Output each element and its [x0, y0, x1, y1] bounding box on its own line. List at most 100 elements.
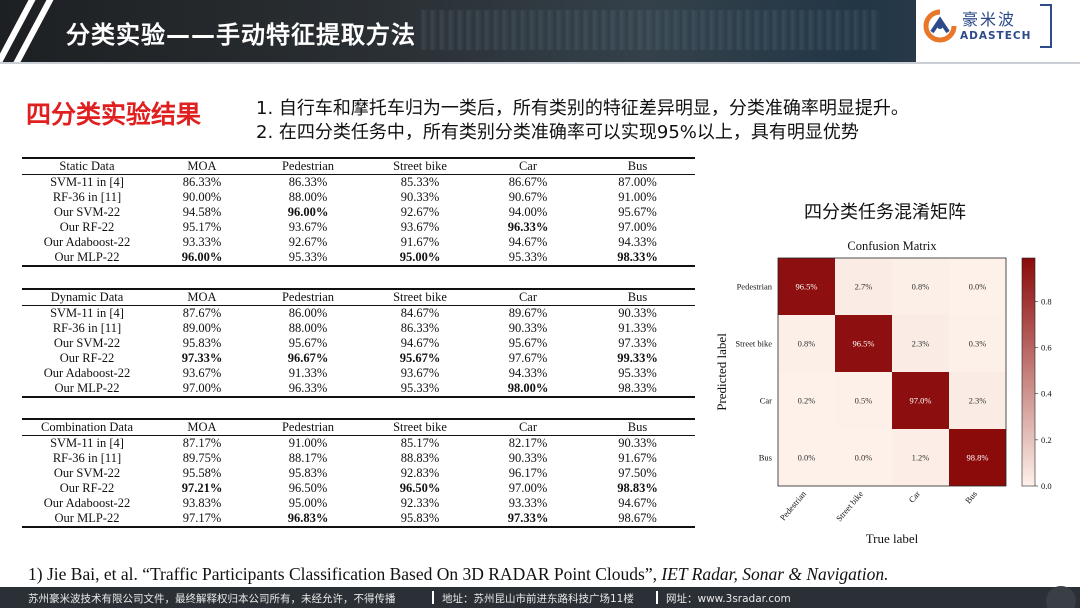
x-tick-label: Street bike — [834, 489, 865, 524]
column-header: Bus — [627, 159, 648, 173]
accuracy-cell: 82.17% — [508, 436, 548, 450]
method-cell: Our SVM-22 — [53, 466, 121, 480]
x-axis-label: True label — [866, 531, 919, 546]
reference-journal: IET Radar, Sonar & Navigation. — [661, 564, 889, 584]
header-decoration — [420, 10, 880, 50]
accuracy-cell: 96.50% — [288, 481, 328, 495]
method-cell: SVM-11 in [4] — [50, 306, 124, 320]
accuracy-cell: 91.33% — [288, 366, 328, 380]
logo — [916, 0, 1080, 62]
static-data-table: Static Data MOA Pedestrian Street bike Car Bu… — [22, 157, 695, 267]
footer-copyright: 苏州豪米波技术有限公司文件，最终解释权归本公司所有，未经允许，不得传播 — [28, 593, 396, 605]
matrix-cell-label: 2.7% — [855, 282, 873, 292]
accuracy-cell: 87.00% — [618, 175, 657, 189]
accuracy-cell: 88.00% — [288, 190, 328, 204]
y-tick-label: Pedestrian — [737, 282, 773, 292]
table-row: SVM-11 in [4] 87.67% 86.00% 84.67% 89.67% 90.… — [22, 306, 695, 322]
matrix-cell-label: 1.2% — [912, 453, 930, 463]
matrix-frame — [777, 257, 1007, 487]
accuracy-cell: 91.00% — [618, 190, 657, 204]
accuracy-cell: 98.67% — [618, 511, 657, 525]
accuracy-cell: 97.33% — [618, 336, 657, 350]
accuracy-cell: 94.67% — [508, 235, 548, 249]
accuracy-cell: 96.00% — [181, 250, 223, 264]
method-cell: Our MLP-22 — [54, 250, 120, 264]
accuracy-cell: 86.00% — [288, 306, 328, 320]
method-cell: Our SVM-22 — [53, 205, 121, 219]
method-cell: Our MLP-22 — [54, 381, 120, 395]
table-row: SVM-11 in [4] 86.33% 86.33% 85.33% 86.67% 87.… — [22, 175, 695, 191]
column-header: Pedestrian — [281, 159, 335, 173]
accuracy-cell: 97.50% — [618, 466, 657, 480]
table-row: Our RF-22 95.17% 93.67% 93.67% 96.33% 97.00% — [22, 220, 695, 235]
accuracy-cell: 97.00% — [508, 481, 548, 495]
header-bar: 分类实验——手动特征提取方法 — [0, 0, 1080, 62]
accuracy-cell: 97.33% — [507, 511, 549, 525]
colorbar-tick-label: 0.2 — [1041, 435, 1052, 445]
method-cell: SVM-11 in [4] — [50, 436, 124, 450]
logo-mark-icon — [923, 9, 957, 43]
accuracy-cell: 86.33% — [182, 175, 222, 189]
accuracy-cell: 93.83% — [182, 496, 222, 510]
accuracy-cell: 91.67% — [400, 235, 440, 249]
matrix-cell-label: 2.3% — [969, 396, 987, 406]
method-cell: Our RF-22 — [59, 351, 115, 365]
accuracy-cell: 89.67% — [508, 306, 548, 320]
accuracy-cell: 90.33% — [618, 436, 657, 450]
colorbar-tick-label: 0.6 — [1041, 343, 1052, 353]
accuracy-cell: 90.33% — [400, 190, 440, 204]
column-header: MOA — [187, 290, 217, 304]
table-row: Our RF-22 97.33% 96.67% 95.67% 97.67% 99.33% — [22, 351, 695, 366]
matrix-cell-label: 0.5% — [855, 396, 873, 406]
accuracy-cell: 93.67% — [288, 220, 328, 234]
column-header: MOA — [187, 420, 217, 434]
reference-text: 1) Jie Bai, et al. “Traffic Participants… — [28, 564, 662, 584]
accuracy-cell: 94.58% — [182, 205, 222, 219]
accuracy-cell: 85.33% — [400, 175, 440, 189]
accuracy-cell: 98.00% — [507, 381, 549, 395]
accuracy-cell: 95.83% — [288, 466, 328, 480]
accuracy-cell: 93.33% — [508, 496, 548, 510]
accuracy-cell: 95.67% — [288, 336, 328, 350]
colorbar — [1021, 257, 1036, 487]
accuracy-cell: 86.67% — [508, 175, 548, 189]
accuracy-cell: 86.33% — [400, 321, 440, 335]
accuracy-cell: 95.00% — [399, 250, 441, 264]
footer-separator — [432, 591, 434, 604]
matrix-cell — [949, 429, 1006, 486]
accuracy-cell: 90.00% — [182, 190, 222, 204]
matrix-cell — [778, 429, 835, 486]
table-header-row: Dynamic Data MOA Pedestrian Street bike Car B… — [22, 289, 695, 306]
accuracy-cell: 97.67% — [508, 351, 548, 365]
column-header: Street bike — [393, 290, 447, 304]
table-header-row: Combination Data MOA Pedestrian Street bike… — [22, 419, 695, 436]
table-row: Our Adaboost-22 93.67% 91.33% 93.67% 94.33% 9… — [22, 366, 695, 381]
column-header: Car — [518, 290, 538, 304]
column-header: Street bike — [393, 420, 447, 434]
matrix-cell — [949, 315, 1006, 372]
accuracy-cell: 95.83% — [182, 336, 222, 350]
method-cell: RF-36 in [11] — [52, 321, 122, 335]
accuracy-cell: 97.00% — [182, 381, 222, 395]
table-row: RF-36 in [11] 89.75% 88.17% 88.83% 90.33% 91.… — [22, 451, 695, 466]
matrix-cell — [778, 315, 835, 372]
column-header: Bus — [627, 420, 648, 434]
accuracy-cell: 95.17% — [182, 220, 222, 234]
header-divider — [0, 62, 1080, 64]
matrix-cell-label: 0.8% — [912, 282, 930, 292]
accuracy-cell: 86.33% — [288, 175, 328, 189]
accuracy-cell: 91.33% — [618, 321, 657, 335]
table-row: Our MLP-22 97.17% 96.83% 95.83% 97.33% 98.67% — [22, 511, 695, 527]
matrix-cell-label: 0.3% — [969, 339, 987, 349]
accuracy-cell: 98.33% — [618, 381, 657, 395]
column-header: Bus — [627, 290, 648, 304]
accuracy-cell: 96.83% — [287, 511, 329, 525]
matrix-cell — [949, 258, 1006, 315]
footer-corner-decoration — [1046, 586, 1076, 608]
matrix-cell-label: 2.3% — [912, 339, 930, 349]
matrix-cell-label: 0.8% — [798, 339, 816, 349]
colorbar-tick-label: 0.8 — [1041, 296, 1052, 306]
accuracy-cell: 95.33% — [288, 250, 328, 264]
accuracy-cell: 94.33% — [508, 366, 548, 380]
matrix-cell-label: 98.8% — [967, 453, 989, 463]
